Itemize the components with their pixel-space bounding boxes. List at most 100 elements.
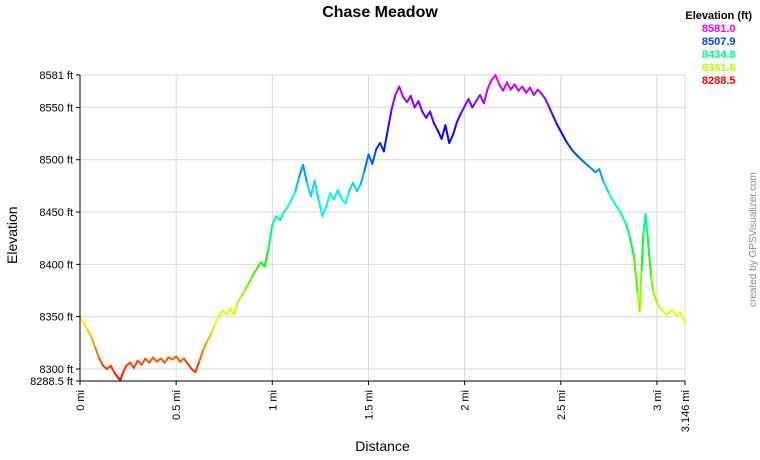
- elevation-line-segment: [665, 309, 674, 316]
- elevation-line-segment: [236, 294, 243, 304]
- elevation-line-segment: [648, 254, 653, 278]
- elevation-line-segment: [475, 93, 481, 103]
- x-tick-label: 2.5 mi: [556, 390, 568, 420]
- elevation-line-segment: [321, 205, 328, 218]
- elevation-line-segment: [540, 92, 547, 101]
- elevation-line-segment: [486, 79, 493, 90]
- x-tick-label: 3.146 mi: [680, 390, 692, 432]
- elevation-line-segment: [429, 110, 435, 125]
- elevation-line-segment: [132, 359, 139, 369]
- elevation-line-segment: [440, 124, 447, 140]
- elevation-line-segment: [565, 140, 574, 152]
- x-axis-title: Distance: [355, 438, 410, 454]
- elevation-line-segment: [448, 133, 455, 144]
- elevation-line-segment: [463, 98, 470, 108]
- elevation-line-segment: [652, 290, 658, 305]
- elevation-line-segment: [582, 160, 591, 169]
- elevation-line-segment: [202, 340, 208, 352]
- elevation-line-segment: [186, 362, 193, 370]
- elevation-line-segment: [217, 309, 224, 318]
- elevation-line-segment: [577, 155, 585, 163]
- elevation-line-segment: [498, 83, 505, 92]
- elevation-line-segment: [548, 106, 555, 117]
- elevation-line-segment: [94, 347, 101, 360]
- elevation-line-segment: [607, 192, 616, 205]
- elevation-line-segment: [244, 281, 251, 291]
- elevation-line-segment: [619, 211, 628, 226]
- elevation-line-segment: [544, 98, 551, 109]
- y-tick-label: 8350 ft: [39, 312, 73, 324]
- elevation-line-segment: [194, 360, 201, 374]
- y-tick-label: 8500 ft: [39, 155, 73, 167]
- elevation-line-segment: [390, 93, 397, 111]
- elevation-line-segment: [298, 163, 305, 178]
- elevation-line-segment: [494, 74, 501, 86]
- elevation-line-segment: [421, 110, 428, 119]
- elevation-line-segment: [352, 181, 358, 193]
- elevation-line-segment: [529, 86, 535, 96]
- elevation-line-segment: [602, 179, 610, 195]
- x-tick-label: 1 mi: [267, 390, 279, 411]
- elevation-line-segment: [255, 261, 262, 270]
- x-tick-label: 2 mi: [460, 390, 472, 411]
- x-tick-label: 1.5 mi: [363, 390, 375, 420]
- elevation-line-segment: [302, 163, 308, 184]
- elevation-line-segment: [263, 247, 270, 268]
- elevation-line-segment: [82, 322, 89, 332]
- legend-item: 8581.0: [701, 23, 736, 35]
- elevation-line-segment: [655, 302, 662, 311]
- elevation-line-segment: [375, 142, 381, 151]
- x-tick-label: 0 mi: [75, 390, 87, 411]
- elevation-line-segment: [644, 213, 649, 234]
- elevation-line-segment: [98, 357, 105, 367]
- y-axis-title: Elevation: [4, 206, 20, 264]
- elevation-line-segment: [205, 333, 212, 343]
- elevation-line-segment: [232, 301, 239, 316]
- elevation-line-segment: [252, 267, 258, 276]
- y-tick-label: 8288.5 ft: [30, 376, 73, 388]
- elevation-line-segment: [348, 181, 355, 193]
- elevation-line-segment: [317, 198, 324, 218]
- elevation-line-segment: [386, 108, 393, 132]
- elevation-line-segment: [325, 192, 331, 208]
- legend-item: 8434.8: [701, 49, 736, 61]
- elevation-line-segment: [305, 181, 312, 198]
- elevation-line-segment: [409, 94, 416, 109]
- legend-item: 8361.6: [701, 62, 736, 74]
- elevation-line-segment: [559, 130, 568, 143]
- elevation-line-segment: [148, 356, 155, 364]
- legend-item: 8288.5: [701, 75, 736, 87]
- elevation-line-segment: [209, 324, 216, 336]
- elevation-line-segment: [119, 373, 124, 382]
- elevation-line-segment: [467, 98, 474, 109]
- elevation-line-segment: [555, 123, 562, 133]
- elevation-line-segment: [398, 85, 405, 98]
- elevation-line-segment: [444, 124, 451, 144]
- elevation-line-segment: [267, 223, 274, 250]
- elevation-line-segment: [505, 81, 512, 91]
- elevation-line-segment: [282, 205, 289, 214]
- elevation-line-segment: [113, 372, 120, 380]
- elevation-line-segment: [198, 349, 205, 363]
- elevation-line-segment: [417, 100, 424, 113]
- elevation-line-segment: [671, 309, 678, 317]
- elevation-line-segment: [629, 237, 635, 257]
- elevation-line-segment: [225, 307, 231, 316]
- elevation-line-segment: [598, 168, 605, 182]
- elevation-line-segment: [336, 189, 343, 200]
- elevation-line-segment: [363, 153, 370, 172]
- legend-item: 8507.9: [701, 36, 736, 48]
- elevation-line-segment: [313, 179, 320, 201]
- y-tick-label: 8400 ft: [39, 259, 73, 271]
- legend-items: 8581.0 8507.9 8434.8 8361.6 8288.5: [685, 23, 752, 88]
- elevation-line-segment: [571, 149, 580, 158]
- elevation-line-segment: [90, 336, 97, 350]
- elevation-line-segment: [640, 231, 645, 271]
- elevation-line-segment: [140, 357, 147, 366]
- elevation-line-segment: [646, 231, 651, 257]
- y-tick-label: 8300 ft: [39, 364, 73, 376]
- elevation-line-segment: [588, 166, 597, 174]
- elevation-line-segment: [240, 288, 247, 297]
